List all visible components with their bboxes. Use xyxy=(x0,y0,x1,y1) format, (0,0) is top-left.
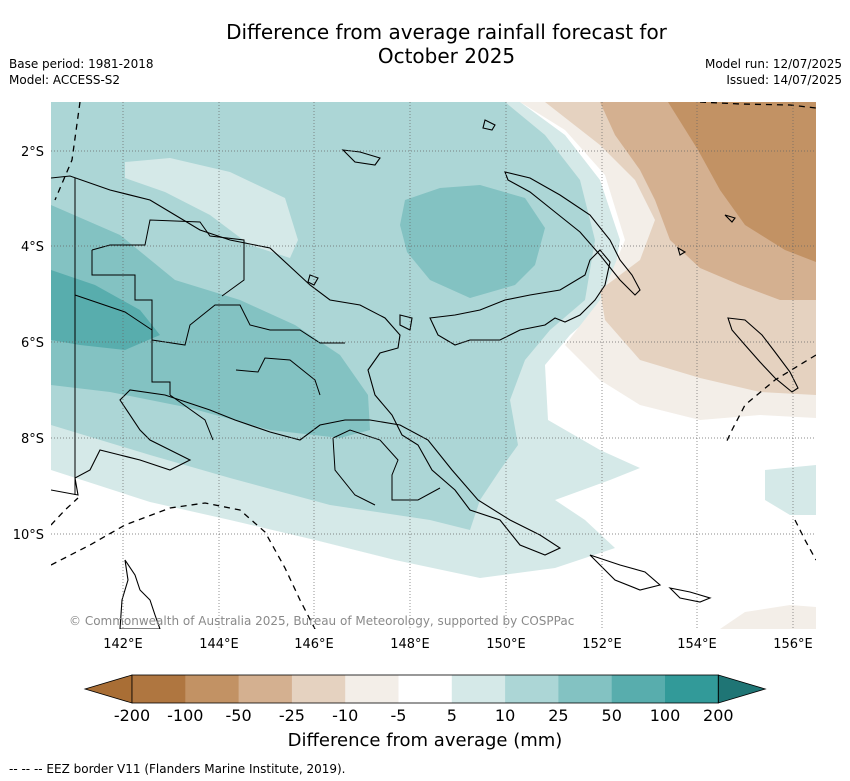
province-border-7 xyxy=(332,429,441,501)
lat-label-10s: 10°S xyxy=(13,528,44,543)
lon-label-142e: 142°E xyxy=(103,637,143,652)
lon-label-144e: 144°E xyxy=(199,637,239,652)
province-border-5 xyxy=(235,357,321,396)
contour-wet-50-100 xyxy=(51,270,160,350)
graticule xyxy=(51,102,816,629)
lon-label-148e: 148°E xyxy=(390,637,430,652)
colorbar-cell xyxy=(611,675,666,703)
colorbar-cell xyxy=(398,675,453,703)
contour-wet-5-10-pocket xyxy=(125,158,298,258)
colorbar-cell xyxy=(132,675,186,703)
meta-left: Base period: 1981-2018 Model: ACCESS-S2 xyxy=(9,56,154,88)
model-name: Model: ACCESS-S2 xyxy=(9,73,121,87)
colorbar-tick-label: 50 xyxy=(602,706,622,725)
bismarck-island-5 xyxy=(677,246,687,256)
colorbar-tick-label: 100 xyxy=(650,706,681,725)
lon-label-156e: 156°E xyxy=(773,637,813,652)
louisiade-coast xyxy=(668,587,712,603)
title-line-2: October 2025 xyxy=(377,44,516,68)
colorbar-tick-label: -100 xyxy=(167,706,203,725)
province-border-1 xyxy=(91,250,171,395)
contour-wet-25-50-east xyxy=(400,185,545,298)
eez-west xyxy=(54,102,81,201)
d-entrecasteaux-coast xyxy=(589,554,662,591)
colorbar-tick-label: -10 xyxy=(332,706,358,725)
contour-wet-25-50 xyxy=(51,205,370,438)
colorbar-cell xyxy=(558,675,613,703)
meta-right: Model run: 12/07/2025 Issued: 14/07/2025 xyxy=(705,56,842,88)
colorbar-tick-label: 25 xyxy=(548,706,568,725)
map-title: Difference from average rainfall forecas… xyxy=(0,20,850,68)
bismarck-island-4 xyxy=(724,214,736,223)
contour-dry-50-100 xyxy=(668,102,816,262)
colorbar-cell xyxy=(345,675,399,703)
colorbar-cell xyxy=(291,675,346,703)
colorbar-cell xyxy=(665,675,719,703)
manus-coast xyxy=(341,149,381,166)
colorbar-tick-label: -50 xyxy=(226,706,252,725)
new-britain-coast xyxy=(429,249,611,346)
colorbar-cell xyxy=(505,675,559,703)
colorbar-tick-label: 200 xyxy=(703,706,734,725)
colorbar-tick-label: 10 xyxy=(495,706,515,725)
province-border-6 xyxy=(169,394,214,441)
colorbar-arrow-right xyxy=(717,674,767,704)
colorbar-cell xyxy=(185,675,240,703)
lon-label-152e: 152°E xyxy=(582,637,622,652)
lat-label-6s: 6°S xyxy=(21,336,44,351)
colorbar-tick-label: 5 xyxy=(447,706,457,725)
lon-label-154e: 154°E xyxy=(677,637,717,652)
eez-north-east xyxy=(699,102,816,109)
colorbar-label: Difference from average (mm) xyxy=(287,730,563,751)
copyright-note: © Commonwealth of Australia 2025, Bureau… xyxy=(69,614,575,628)
colorbar-tick-label: -25 xyxy=(279,706,305,725)
eez-borders xyxy=(51,102,816,629)
lat-label-4s: 4°S xyxy=(21,240,44,255)
bougainville-coast xyxy=(727,317,799,393)
lon-label-150e: 150°E xyxy=(486,637,526,652)
base-period: Base period: 1981-2018 xyxy=(9,57,154,71)
eez-south-east xyxy=(794,519,816,561)
colorbar-cells xyxy=(83,674,767,704)
province-border-3 xyxy=(74,294,153,331)
eez-legend-note: -- -- -- EEZ border V11 (Flanders Marine… xyxy=(9,762,346,776)
contour-wet-5-10-se xyxy=(765,465,816,515)
coastlines xyxy=(51,119,799,629)
title-line-1: Difference from average rainfall forecas… xyxy=(226,20,667,44)
bismarck-island-1 xyxy=(482,119,496,131)
colorbar-tick-label: -5 xyxy=(391,706,407,725)
new-ireland-coast xyxy=(504,171,641,296)
colorbar-outline xyxy=(131,674,719,704)
colorbar-ticks: -200 -100 -50 -25 -10 -5 5 10 25 50 100 200 xyxy=(114,706,734,725)
province-border-2 xyxy=(91,219,245,297)
contour-dry-5-10-sw xyxy=(720,605,816,629)
colorbar-arrow-left xyxy=(83,674,133,704)
australia-coast xyxy=(119,559,161,629)
lon-label-146e: 146°E xyxy=(294,637,334,652)
model-run: Model run: 12/07/2025 xyxy=(704,57,842,71)
map-content xyxy=(51,102,816,629)
colorbar-tick-label: -200 xyxy=(114,706,150,725)
province-border-8 xyxy=(332,437,376,506)
province-border-4 xyxy=(151,304,345,346)
colorbar-cell xyxy=(238,675,293,703)
province-borders xyxy=(74,178,441,506)
new-guinea-coast xyxy=(51,175,562,556)
lat-label-2s: 2°S xyxy=(21,145,44,160)
lat-label-8s: 8°S xyxy=(21,432,44,447)
issued-date: Issued: 14/07/2025 xyxy=(726,73,842,87)
colorbar-cell xyxy=(451,675,506,703)
